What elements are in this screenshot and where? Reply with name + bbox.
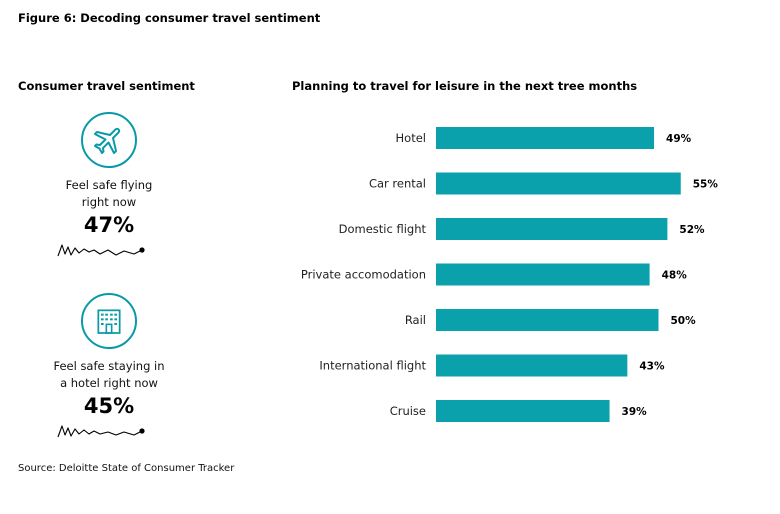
- category-label: Domestic flight: [339, 222, 427, 236]
- sentiment-card-label: Feel safe staying in a hotel right now: [53, 359, 165, 390]
- bar-value-label: 43%: [639, 361, 665, 373]
- category-label: Cruise: [390, 404, 426, 418]
- airplane-icon: [81, 112, 137, 168]
- category-label: Car rental: [369, 177, 426, 191]
- bar: [436, 309, 659, 331]
- figure-title: Figure 6: Decoding consumer travel senti…: [18, 11, 321, 25]
- sentiment-card-value: 47%: [83, 213, 135, 237]
- sparkline-flying: [57, 244, 145, 257]
- sentiment-card-hotel: Feel safe staying in a hotel right now 4…: [38, 293, 180, 442]
- bar: [436, 218, 668, 240]
- sentiment-card-value: 45%: [83, 394, 135, 418]
- bar: [436, 263, 650, 286]
- bar: [436, 400, 610, 422]
- bar-value-label: 49%: [666, 133, 692, 145]
- bar: [436, 127, 655, 149]
- category-label: International flight: [319, 359, 426, 373]
- bar-value-label: 48%: [662, 270, 688, 282]
- sentiment-card-flying: Feel safe flying right now 47%: [38, 112, 180, 261]
- sparkline-hotel: [57, 425, 145, 438]
- bar-value-label: 55%: [693, 179, 719, 191]
- source-note: Source: Deloitte State of Consumer Track…: [18, 463, 235, 474]
- hotel-icon: [81, 293, 137, 349]
- sentiment-card-label: Feel safe flying right now: [65, 178, 153, 209]
- bar-value-label: 50%: [671, 315, 697, 327]
- bar: [436, 354, 628, 377]
- chart-title: Planning to travel for leisure in the ne…: [292, 79, 638, 93]
- left-panel-heading: Consumer travel sentiment: [18, 79, 195, 93]
- bar-value-label: 39%: [622, 406, 648, 418]
- bar: [436, 172, 681, 195]
- category-label: Rail: [405, 313, 426, 327]
- bar-value-label: 52%: [679, 224, 705, 236]
- travel-plans-bar-chart: Hotel 49% Car rental 55% Domestic flight 52% P…: [301, 127, 719, 422]
- category-label: Private accomodation: [301, 268, 426, 282]
- category-label: Hotel: [396, 131, 426, 145]
